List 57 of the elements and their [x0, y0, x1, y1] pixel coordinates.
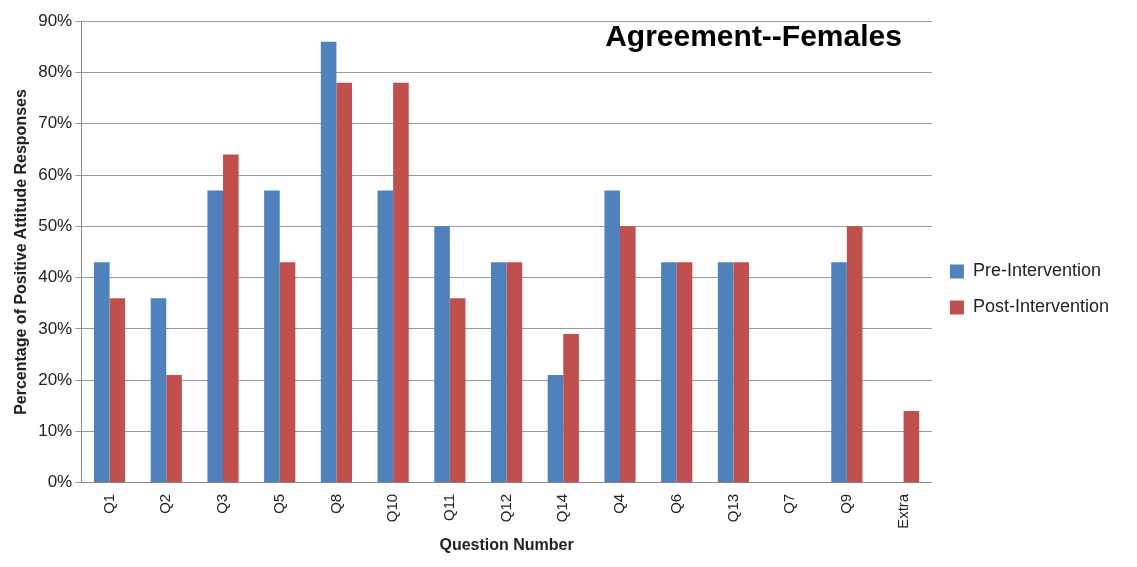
- bar: [449, 298, 466, 483]
- x-tick-label: Q3: [213, 493, 231, 514]
- x-tick-label: Q4: [610, 493, 628, 514]
- bar: [336, 82, 353, 483]
- chart-title: Agreement--Females: [605, 19, 902, 53]
- x-tick-label: Q8: [326, 493, 344, 514]
- x-tick-label: Q9: [837, 493, 854, 514]
- y-tick-label: 10%: [38, 421, 73, 441]
- legend-label: Pre-Intervention: [972, 260, 1102, 281]
- bar: [279, 262, 296, 483]
- y-tick-label: 30%: [38, 318, 73, 338]
- bar: [207, 190, 224, 483]
- bar: [604, 190, 620, 483]
- y-tick-label: 70%: [38, 113, 73, 133]
- y-tick-label: 80%: [38, 62, 73, 82]
- bar: [846, 226, 863, 483]
- bar: [733, 262, 750, 483]
- x-tick-label: Q12: [496, 493, 514, 523]
- bar: [166, 375, 182, 483]
- legend-label: Post-Intervention: [972, 296, 1110, 317]
- bar: [377, 190, 394, 483]
- x-tick-label: Q10: [383, 493, 401, 523]
- bar: [264, 190, 280, 483]
- y-tick-label: 60%: [38, 164, 73, 184]
- bar: [93, 262, 110, 483]
- x-tick-label: Q11: [440, 493, 457, 522]
- x-tick-label: Q6: [666, 493, 684, 514]
- bar: [506, 262, 523, 483]
- bar: [676, 262, 693, 483]
- x-tick-label: Extra: [893, 493, 911, 529]
- y-axis-title: Percentage of Positive Attitude Responses: [12, 89, 30, 415]
- x-tick-label: Q2: [156, 493, 174, 514]
- bar: [563, 334, 579, 483]
- bar: [717, 262, 734, 483]
- bar: [661, 262, 677, 483]
- y-tick-label: 20%: [38, 369, 73, 389]
- x-tick-label: Q14: [553, 493, 571, 523]
- y-tick-label: 0%: [47, 472, 73, 492]
- x-tick-label: Q13: [723, 493, 741, 523]
- y-tick-label: 90%: [38, 10, 73, 30]
- bar: [109, 298, 126, 483]
- bar: [320, 41, 337, 483]
- bar: [150, 298, 167, 483]
- y-tick-label: 40%: [38, 267, 73, 287]
- x-tick-label: Q5: [269, 493, 287, 514]
- bar: [831, 262, 847, 483]
- bar: [620, 226, 636, 483]
- bar: [393, 82, 409, 483]
- y-tick-label: 50%: [38, 216, 73, 236]
- bar: [490, 262, 507, 483]
- bar: [903, 410, 920, 483]
- bar: [547, 375, 564, 483]
- x-axis-title: Question Number: [439, 535, 574, 553]
- x-tick-label: Q1: [99, 493, 117, 514]
- bar: [434, 226, 450, 483]
- bar: [223, 154, 239, 483]
- x-tick-label: Q7: [780, 493, 798, 514]
